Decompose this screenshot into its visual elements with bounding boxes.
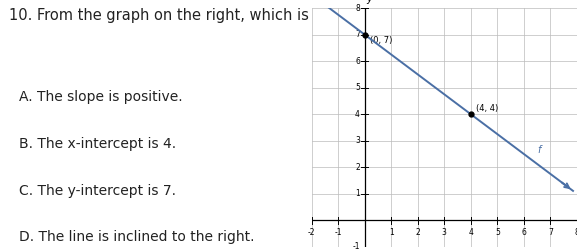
Text: -1: -1 [335, 228, 342, 237]
Text: 7: 7 [355, 30, 360, 39]
Text: 8: 8 [575, 228, 577, 237]
Text: y: y [366, 0, 372, 4]
Text: f: f [537, 145, 541, 155]
Text: B. The x-intercept is 4.: B. The x-intercept is 4. [19, 137, 176, 151]
Text: C. The y-intercept is 7.: C. The y-intercept is 7. [19, 184, 176, 198]
Text: A. The slope is positive.: A. The slope is positive. [19, 90, 183, 104]
Text: 6: 6 [355, 57, 360, 66]
Text: 4: 4 [469, 228, 473, 237]
Text: (0, 7): (0, 7) [370, 36, 392, 45]
Text: 8: 8 [355, 4, 360, 13]
Text: 5: 5 [495, 228, 500, 237]
Text: 7: 7 [548, 228, 553, 237]
Text: 3: 3 [442, 228, 447, 237]
Text: 10. From the graph on the right, which is true among the statements below?: 10. From the graph on the right, which i… [9, 8, 571, 23]
Text: 6: 6 [522, 228, 526, 237]
Text: D. The line is inclined to the right.: D. The line is inclined to the right. [19, 230, 254, 244]
Text: -1: -1 [353, 242, 360, 250]
Text: 4: 4 [355, 110, 360, 119]
Text: 5: 5 [355, 83, 360, 92]
Text: 1: 1 [355, 189, 360, 198]
Text: 3: 3 [355, 136, 360, 145]
Text: -2: -2 [308, 228, 315, 237]
Text: 1: 1 [389, 228, 394, 237]
Text: 2: 2 [415, 228, 420, 237]
Text: (4, 4): (4, 4) [476, 104, 499, 113]
Text: 2: 2 [355, 163, 360, 172]
